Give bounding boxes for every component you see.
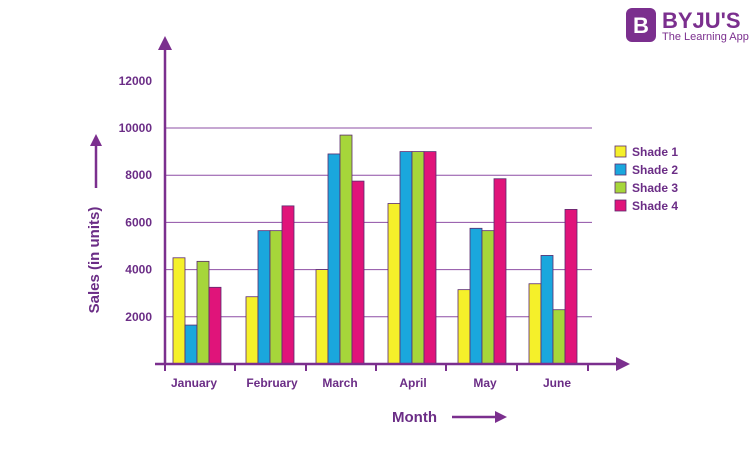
- bar-march-shade-4: [351, 180, 365, 365]
- bar-june-shade-2: [540, 255, 554, 365]
- bar-june-shade-4: [564, 209, 578, 365]
- bar-march-shade-2: [327, 153, 341, 365]
- legend-swatch-shade-4: [614, 199, 627, 212]
- bar-may-shade-1: [457, 289, 471, 365]
- labels-layer: Month Sales (in units): [86, 134, 507, 426]
- y-title-arrow-icon: [90, 134, 102, 146]
- legend: Shade 1 Shade 2 Shade 3 Shade 4: [614, 145, 678, 213]
- brand-tagline: The Learning App: [662, 31, 749, 43]
- legend-label-shade-1: Shade 1: [632, 145, 678, 159]
- bar-january-shade-1: [172, 257, 186, 365]
- bar-february-shade-2: [257, 230, 271, 365]
- legend-swatch-shade-3: [614, 181, 627, 194]
- x-axis-arrow-icon: [616, 357, 630, 371]
- y-axis-title: Sales (in units): [86, 207, 103, 314]
- legend-label-shade-4: Shade 4: [632, 199, 678, 213]
- y-tick-label-12000: 12000: [119, 74, 153, 88]
- bar-january-shade-4: [208, 286, 222, 365]
- legend-swatch-shade-2: [614, 163, 627, 176]
- y-tick-label-10000: 10000: [119, 121, 153, 135]
- x-tick-label-june: June: [543, 376, 571, 390]
- brand-logo-letter: B: [633, 13, 649, 38]
- legend-label-shade-2: Shade 2: [632, 163, 678, 177]
- bar-february-shade-4: [281, 205, 295, 365]
- y-tick-label-6000: 6000: [125, 215, 152, 229]
- bar-february-shade-3: [269, 230, 283, 365]
- axes-layer: [155, 36, 630, 371]
- bar-january-shade-3: [196, 260, 210, 365]
- brand-logo: B BYJU'S The Learning App: [626, 8, 749, 43]
- bar-april-shade-4: [423, 151, 437, 365]
- y-tick-label-8000: 8000: [125, 168, 152, 182]
- bar-may-shade-2: [469, 227, 483, 365]
- y-axis-arrow-icon: [158, 36, 172, 50]
- bar-may-shade-3: [481, 230, 495, 365]
- bar-january-shade-2: [184, 324, 198, 365]
- bar-march-shade-1: [315, 269, 329, 365]
- bar-march-shade-3: [339, 134, 353, 365]
- bar-april-shade-2: [399, 151, 413, 365]
- legend-swatch-shade-1: [614, 145, 627, 158]
- bar-june-shade-1: [528, 283, 542, 365]
- x-title-arrow-icon: [495, 411, 507, 423]
- x-tick-label-may: May: [473, 376, 497, 390]
- brand-name: BYJU'S: [662, 8, 741, 33]
- x-tick-label-march: March: [322, 376, 357, 390]
- bar-april-shade-1: [387, 203, 401, 365]
- y-tick-label-2000: 2000: [125, 310, 152, 324]
- bar-february-shade-1: [245, 296, 259, 365]
- ticks-layer: 2000 4000 6000 8000 10000 12000 January Februar…: [119, 74, 572, 390]
- bars-layer: [172, 134, 578, 365]
- x-tick-label-april: April: [399, 376, 426, 390]
- legend-label-shade-3: Shade 3: [632, 181, 678, 195]
- grid-layer: [165, 127, 592, 318]
- brand-logo-badge: [626, 8, 656, 42]
- bar-june-shade-3: [552, 309, 566, 365]
- y-tick-label-4000: 4000: [125, 263, 152, 277]
- bar-may-shade-4: [493, 178, 507, 365]
- x-axis-title: Month: [392, 409, 437, 426]
- bar-april-shade-3: [411, 151, 425, 365]
- x-tick-label-january: January: [171, 376, 217, 390]
- x-tick-label-february: February: [246, 376, 298, 390]
